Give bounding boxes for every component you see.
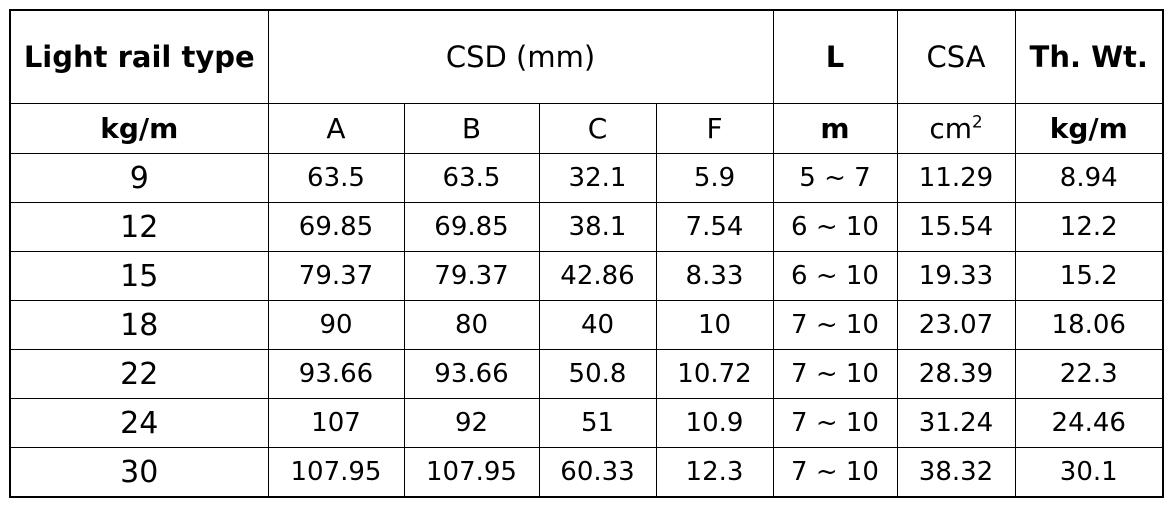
cell-csa: 28.39: [896, 349, 1016, 399]
cell-f: 5.9: [655, 153, 774, 203]
header-csa: CSA: [896, 9, 1016, 104]
unit-thwt: kg/m: [1014, 103, 1164, 154]
cell-b: 93.66: [403, 349, 540, 399]
unit-csa: cm2: [896, 103, 1016, 154]
cell-b: 107.95: [403, 447, 540, 498]
table-row: 24 107 92 51 10.9 7 ~ 10 31.24 24.46: [9, 398, 1164, 448]
table-row: 15 79.37 79.37 42.86 8.33 6 ~ 10 19.33 15.2: [9, 251, 1164, 301]
table-row: 9 63.5 63.5 32.1 5.9 5 ~ 7 11.29 8.94: [9, 153, 1164, 203]
cell-c: 32.1: [538, 153, 657, 203]
cell-wt: 30.1: [1014, 447, 1164, 498]
unit-csa-exp: 2: [971, 111, 983, 132]
cell-f: 10: [655, 300, 774, 350]
cell-a: 93.66: [267, 349, 405, 399]
cell-l: 7 ~ 10: [772, 300, 898, 350]
unit-f: F: [655, 103, 774, 154]
cell-l: 6 ~ 10: [772, 202, 898, 252]
cell-type: 9: [9, 153, 269, 203]
cell-l: 7 ~ 10: [772, 349, 898, 399]
cell-b: 92: [403, 398, 540, 448]
unit-csa-base: cm: [929, 112, 972, 145]
cell-csa: 38.32: [896, 447, 1016, 498]
table-wrapper: Light rail type CSD (mm) L CSA Th. Wt. k…: [9, 9, 1164, 498]
cell-a: 90: [267, 300, 405, 350]
table-row: 12 69.85 69.85 38.1 7.54 6 ~ 10 15.54 12.2: [9, 202, 1164, 252]
header-l: L: [772, 9, 898, 104]
cell-l: 5 ~ 7: [772, 153, 898, 203]
cell-type: 15: [9, 251, 269, 301]
cell-f: 10.9: [655, 398, 774, 448]
cell-wt: 18.06: [1014, 300, 1164, 350]
unit-a: A: [267, 103, 405, 154]
cell-f: 8.33: [655, 251, 774, 301]
header-row: Light rail type CSD (mm) L CSA Th. Wt.: [9, 9, 1164, 104]
header-csd: CSD (mm): [267, 9, 774, 104]
cell-type: 12: [9, 202, 269, 252]
cell-type: 24: [9, 398, 269, 448]
cell-csa: 31.24: [896, 398, 1016, 448]
cell-csa: 23.07: [896, 300, 1016, 350]
cell-wt: 12.2: [1014, 202, 1164, 252]
cell-type: 22: [9, 349, 269, 399]
cell-wt: 15.2: [1014, 251, 1164, 301]
cell-wt: 24.46: [1014, 398, 1164, 448]
cell-f: 7.54: [655, 202, 774, 252]
cell-wt: 22.3: [1014, 349, 1164, 399]
light-rail-table: Light rail type CSD (mm) L CSA Th. Wt. k…: [9, 9, 1164, 498]
cell-a: 107: [267, 398, 405, 448]
cell-a: 79.37: [267, 251, 405, 301]
cell-c: 40: [538, 300, 657, 350]
cell-b: 80: [403, 300, 540, 350]
cell-a: 63.5: [267, 153, 405, 203]
cell-c: 42.86: [538, 251, 657, 301]
cell-b: 69.85: [403, 202, 540, 252]
cell-csa: 11.29: [896, 153, 1016, 203]
cell-l: 6 ~ 10: [772, 251, 898, 301]
cell-b: 63.5: [403, 153, 540, 203]
header-type: Light rail type: [9, 9, 269, 104]
cell-type: 18: [9, 300, 269, 350]
cell-csa: 19.33: [896, 251, 1016, 301]
unit-type: kg/m: [9, 103, 269, 154]
table-row: 22 93.66 93.66 50.8 10.72 7 ~ 10 28.39 22.3: [9, 349, 1164, 399]
unit-row: kg/m A B C F m cm2 kg/m: [9, 103, 1164, 154]
cell-csa: 15.54: [896, 202, 1016, 252]
unit-b: B: [403, 103, 540, 154]
cell-b: 79.37: [403, 251, 540, 301]
unit-c: C: [538, 103, 657, 154]
cell-l: 7 ~ 10: [772, 447, 898, 498]
cell-c: 60.33: [538, 447, 657, 498]
cell-f: 10.72: [655, 349, 774, 399]
cell-c: 38.1: [538, 202, 657, 252]
table-row: 18 90 80 40 10 7 ~ 10 23.07 18.06: [9, 300, 1164, 350]
cell-l: 7 ~ 10: [772, 398, 898, 448]
cell-a: 69.85: [267, 202, 405, 252]
cell-c: 51: [538, 398, 657, 448]
table-row: 30 107.95 107.95 60.33 12.3 7 ~ 10 38.32 30.1: [9, 447, 1164, 498]
unit-l: m: [772, 103, 898, 154]
header-thwt: Th. Wt.: [1014, 9, 1164, 104]
cell-type: 30: [9, 447, 269, 498]
cell-c: 50.8: [538, 349, 657, 399]
cell-a: 107.95: [267, 447, 405, 498]
cell-wt: 8.94: [1014, 153, 1164, 203]
cell-f: 12.3: [655, 447, 774, 498]
